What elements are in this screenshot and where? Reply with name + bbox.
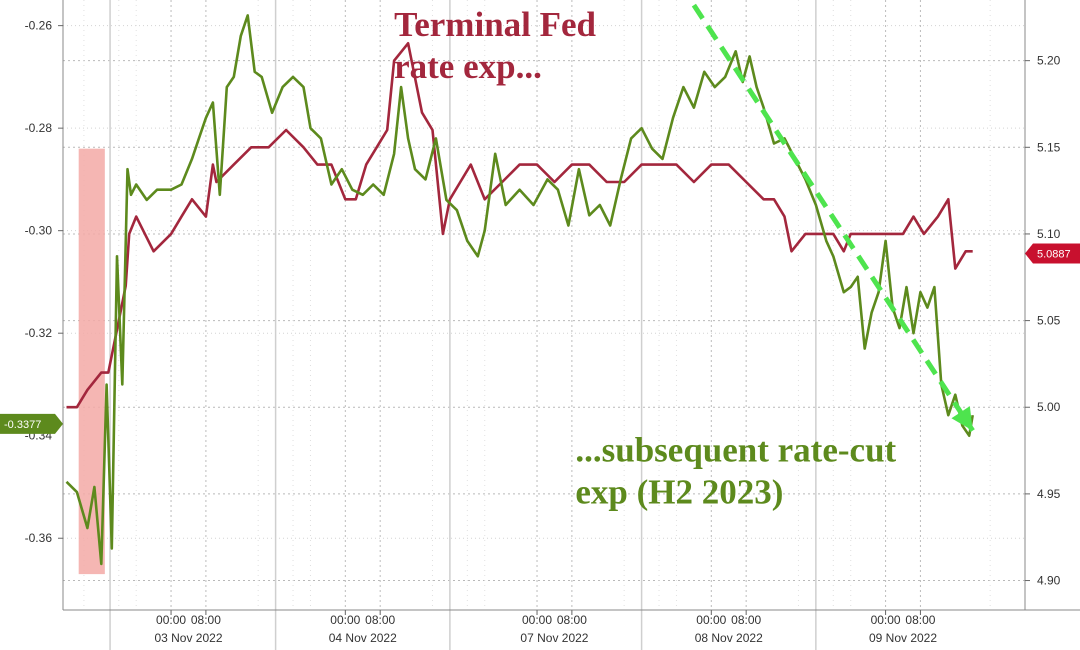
x-date-label: 08 Nov 2022 [695,631,763,645]
annotation-rate-cut-line: exp (H2 2023) [575,472,783,511]
right-value-tag-label: 5.0887 [1037,249,1071,261]
left-tick-label: -0.28 [25,121,53,135]
left-axis-ticks: -0.26-0.28-0.30-0.32-0.36-0.34 [25,19,63,545]
trend-arrow-line [691,3,975,432]
right-axis-ticks: 5.20 5.15 5.10 5.05 5.00 4.95 4.90 [1025,54,1061,588]
series-line-terminal-fed-rate [66,42,973,409]
left-value-tag-box [0,413,63,434]
right-tick-label: 4.90 [1037,574,1061,588]
x-tick-label: 08:00 [731,613,761,627]
day-dividers [109,0,817,650]
last-value-tags: -0.3377 5.0887 [0,243,1080,434]
left-tick-label: -0.32 [25,326,53,340]
x-tick-label: 08:00 [191,613,221,627]
right-tick-label: 4.95 [1037,487,1061,501]
right-tick-label: 5.10 [1037,227,1061,241]
series-lines [65,14,974,566]
x-tick-label: 00:00 [871,613,901,627]
left-value-tag-label: -0.3377 [4,419,41,431]
series-line-rate-cut-expectations [65,14,974,566]
trend-arrow-head [951,406,973,431]
annotation-terminal-fed-line: Terminal Fed [394,5,596,44]
trend-arrow [691,3,975,432]
x-date-label: 04 Nov 2022 [329,631,397,645]
annotation-rate-cut-line: ...subsequent rate-cut [575,430,896,469]
left-tick-label: -0.26 [25,19,53,33]
right-tick-label: 5.05 [1037,314,1061,328]
x-tick-label: 08:00 [557,613,587,627]
gridlines [63,0,1025,610]
right-tick-label: 5.15 [1037,140,1061,154]
x-date-label: 03 Nov 2022 [154,631,222,645]
x-tick-label: 00:00 [330,613,360,627]
x-tick-label: 00:00 [156,613,186,627]
x-tick-label: 08:00 [905,613,935,627]
right-tick-label: 5.20 [1037,54,1061,68]
x-date-label: 09 Nov 2022 [869,631,937,645]
x-axis-ticks: 00:00 08:00 00:00 08:00 00:00 08:00 00:00 08:00… [154,610,937,645]
right-value-tag-box [1025,243,1080,264]
left-tick-label: -0.36 [25,531,53,545]
x-tick-label: 00:00 [522,613,552,627]
x-tick-label: 08:00 [365,613,395,627]
left-tick-label: -0.30 [25,224,53,238]
x-date-label: 07 Nov 2022 [520,631,588,645]
x-tick-label: 00:00 [696,613,726,627]
right-tick-label: 5.00 [1037,400,1061,414]
annotation-terminal-fed-line: rate exp... [394,47,542,86]
